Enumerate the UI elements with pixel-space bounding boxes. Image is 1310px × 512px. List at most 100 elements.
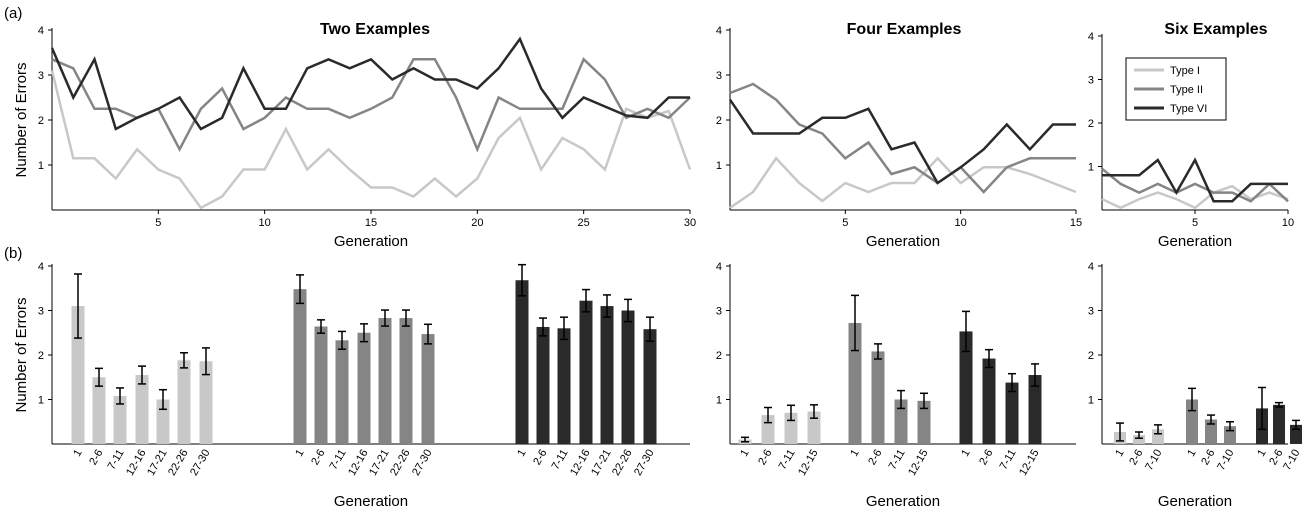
b1-bar-type-vi-7-11 — [557, 328, 571, 444]
b3-x-tick-label: 2-6 — [1199, 448, 1217, 468]
b2-x-axis-title: Generation — [866, 493, 940, 510]
a2-chart-title: Four Examples — [847, 21, 962, 38]
b1-x-tick-label: 17-21 — [145, 448, 169, 478]
b1-x-tick-label: 17-21 — [367, 448, 391, 478]
b1-bar-type-vi-12-16 — [579, 300, 593, 444]
b2-bar-type-ii-2-6 — [871, 351, 885, 444]
b1-bar-type-ii-22-26 — [399, 318, 413, 444]
b1-bar-type-vi-1 — [515, 280, 529, 444]
b2-bar-type-vi-2-6 — [982, 358, 996, 444]
b2-x-tick-label: 12-15 — [796, 448, 820, 478]
b1-bar-type-ii-1 — [293, 289, 307, 444]
legend-label-type-ii: Type II — [1170, 84, 1203, 96]
b3-x-tick-label: 7-10 — [1215, 448, 1236, 473]
b3-y-tick-label: 1 — [1088, 395, 1094, 407]
b1-x-tick-label: 27-30 — [188, 448, 212, 478]
a3-y-tick-label: 2 — [1088, 118, 1094, 130]
b2-x-tick-label: 7-11 — [998, 448, 1019, 472]
legend-label-type-vi: Type VI — [1170, 103, 1207, 115]
b1-x-tick-label: 7-11 — [328, 448, 349, 472]
b2-x-tick-label: 1 — [848, 448, 861, 459]
b1-x-tick-label: 2-6 — [309, 448, 327, 468]
b3-x-tick-label: 7-10 — [1143, 448, 1164, 473]
b3-x-axis-title: Generation — [1158, 493, 1232, 510]
b1-bar-type-ii-12-16 — [357, 332, 371, 444]
a1-x-tick-label: 5 — [155, 217, 161, 229]
b2-y-tick-label: 4 — [716, 261, 722, 273]
a3-x-axis-title: Generation — [1158, 233, 1232, 250]
a2-y-tick-label: 1 — [716, 160, 722, 172]
a1-x-tick-label: 30 — [684, 217, 696, 229]
a1-series-type-i-line — [50, 70, 692, 210]
b2-x-tick-label: 12-15 — [906, 448, 930, 478]
b1-bar-type-i-12-16 — [135, 375, 149, 444]
a1-y-axis-title: Number of Errors — [13, 62, 30, 177]
b2-x-tick-label: 1 — [959, 448, 972, 459]
b3-x-tick-label: 2-6 — [1127, 448, 1145, 468]
b2-y-tick-label: 1 — [716, 395, 722, 407]
b2-x-tick-label: 2-6 — [977, 448, 995, 468]
chart-four-examples-line: 1 2 3 4 5 10 15 Generation Four Examples — [716, 21, 1082, 250]
b1-x-tick-label: 12-16 — [124, 448, 148, 478]
b1-x-tick-label: 1 — [515, 448, 528, 459]
a3-x-tick-label: 5 — [1192, 217, 1198, 229]
b3-x-tick-label: 1 — [1113, 448, 1126, 459]
a2-y-tick-label: 3 — [716, 70, 722, 82]
a2-series-type-i-line — [729, 156, 1077, 209]
b3-y-tick-label: 3 — [1088, 306, 1094, 318]
b1-x-tick-label: 12-16 — [568, 448, 592, 478]
b3-x-tick-label: 1 — [1185, 448, 1198, 459]
a2-x-tick-label: 15 — [1070, 217, 1082, 229]
b1-bar-type-vi-17-21 — [600, 306, 614, 444]
b2-x-tick-label: 2-6 — [866, 448, 884, 468]
b1-x-tick-label: 27-30 — [632, 448, 656, 478]
b1-x-tick-label: 22-26 — [388, 448, 412, 478]
b2-bar-type-vi-1 — [959, 331, 973, 444]
chart-six-examples-line: 1 2 3 4 5 10 Generation Six Examples — [1088, 21, 1294, 250]
a1-x-tick-label: 20 — [471, 217, 483, 229]
panel-label-b: (b) — [4, 245, 22, 262]
a2-series-type-vi-line — [728, 98, 1076, 185]
b1-x-tick-label: 1 — [293, 448, 306, 459]
b2-bar-type-ii-12-15 — [917, 400, 931, 444]
b2-x-tick-label: 2-6 — [756, 448, 774, 468]
a1-x-tick-label: 25 — [578, 217, 590, 229]
b1-x-axis-title: Generation — [334, 493, 408, 510]
b2-bar-type-ii-1 — [848, 322, 862, 444]
b1-bar-type-ii-27-30 — [421, 334, 435, 444]
b2-y-tick-label: 2 — [716, 350, 722, 362]
b1-y-tick-label: 2 — [38, 350, 44, 362]
b1-y-tick-label: 3 — [38, 306, 44, 318]
b3-y-tick-label: 4 — [1088, 261, 1094, 273]
b2-x-tick-label: 12-15 — [1017, 448, 1041, 478]
b1-bar-type-ii-17-21 — [378, 318, 392, 444]
b1-x-tick-label: 1 — [71, 448, 84, 459]
a3-chart-title: Six Examples — [1164, 21, 1267, 38]
legend-label-type-i: Type I — [1170, 65, 1200, 77]
b3-bar-type-i-2-6 — [1133, 435, 1145, 444]
a3-x-tick-label: 10 — [1282, 217, 1294, 229]
b2-bar-type-ii-7-11 — [894, 399, 908, 444]
b3-bar-type-ii-2-6 — [1205, 419, 1217, 444]
chart-two-examples-line: 1 2 3 4 Number of Errors 5 10 15 20 25 30 Generatio… — [13, 21, 696, 250]
b1-bar-type-i-7-11 — [113, 395, 127, 444]
a2-y-tick-label: 2 — [716, 115, 722, 127]
a1-x-axis-title: Generation — [334, 233, 408, 250]
b2-y-tick-label: 3 — [716, 306, 722, 318]
b1-x-tick-label: 7-11 — [550, 448, 571, 472]
a1-y-tick-label: 3 — [38, 70, 44, 82]
b2-bar-type-vi-7-11 — [1005, 382, 1019, 444]
panel-label-a: (a) — [4, 5, 22, 22]
b1-x-tick-label: 12-16 — [346, 448, 370, 478]
b1-bar-type-i-27-30 — [199, 361, 213, 444]
a3-series-type-ii-line — [1101, 167, 1289, 203]
b3-bar-type-vi-2-6 — [1273, 404, 1285, 444]
b3-bar-type-i-7-10 — [1152, 429, 1164, 444]
b1-bar-type-vi-2-6 — [536, 326, 550, 444]
b1-bar-type-vi-27-30 — [643, 329, 657, 444]
a2-y-tick-label: 4 — [716, 25, 722, 37]
